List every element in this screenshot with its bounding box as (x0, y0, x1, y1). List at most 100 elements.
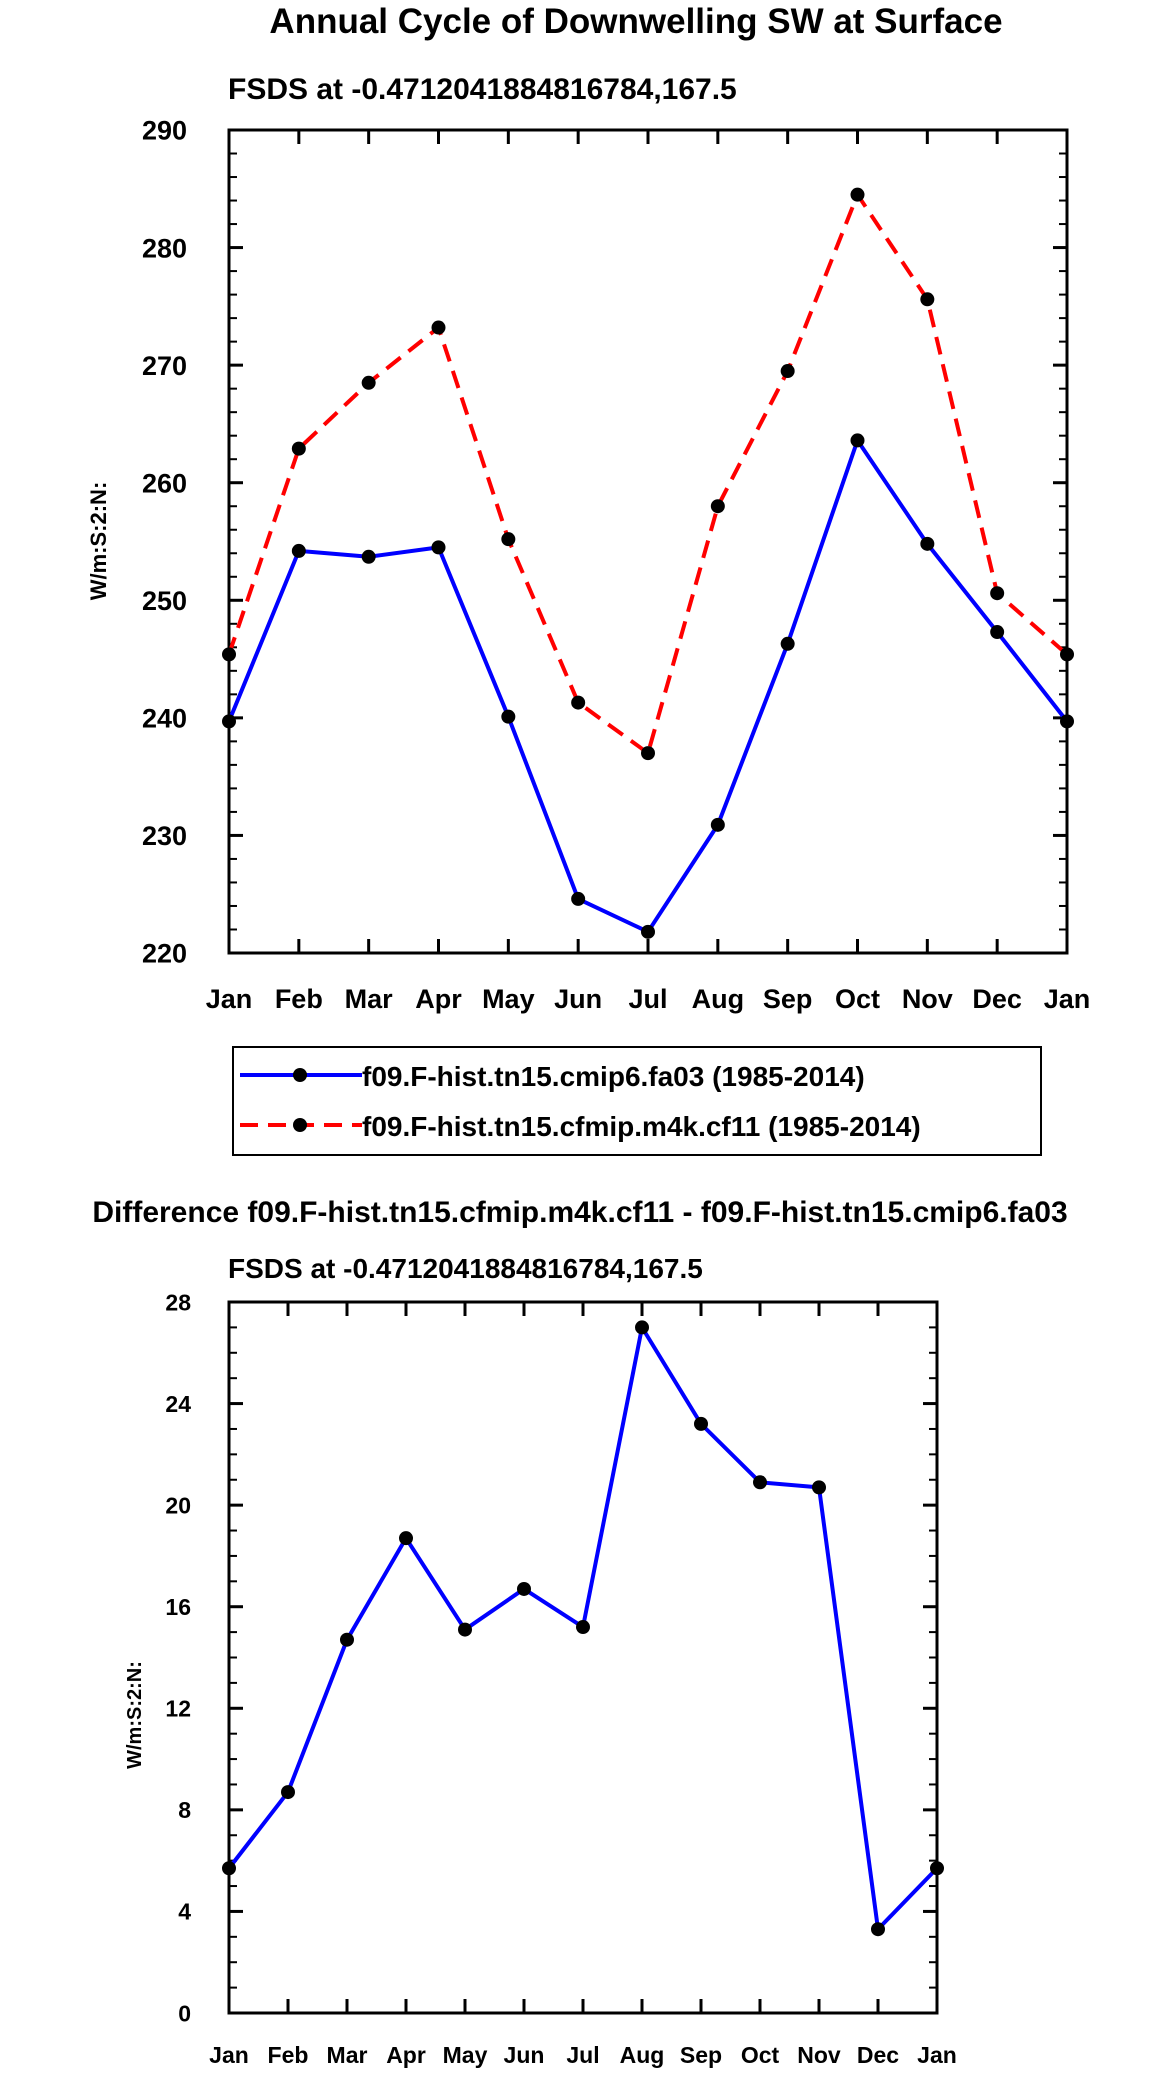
chart1-title: Annual Cycle of Downwelling SW at Surfac… (269, 2, 1002, 41)
c2-y-tick-label: 4 (178, 1899, 191, 1925)
chart2-axes: Jan Feb Mar Apr May Jun Jul Aug Sep Oct Nov Dec Jan 0… (165, 1289, 956, 2068)
c1-series-2-point (222, 647, 236, 662)
chart2-subtitle: FSDS at -0.4712041884816784,167.5 (228, 1253, 703, 1284)
chart2-plot (222, 1320, 944, 1937)
chart1-axes: Jan Feb Mar Apr May Jun Jul Aug Sep Oct Nov Dec Jan 2… (142, 116, 1090, 1014)
c1-series-1-point (501, 709, 516, 724)
c1-series-2-point (571, 695, 586, 710)
c1-series-2-point (431, 320, 446, 335)
c2-series-1-point (576, 1620, 590, 1635)
c1-series-1-point (361, 549, 376, 564)
c1-series-1-point (1060, 714, 1074, 729)
c1-y-tick-label: 230 (142, 821, 187, 851)
legend: f09.F-hist.tn15.cmip6.fa03 (1985-2014) f… (232, 1046, 1042, 1156)
c1-series-1-point (710, 817, 725, 832)
legend-marker-series-1 (293, 1068, 307, 1082)
c1-x-tick-label: Jan (206, 984, 253, 1014)
c1-x-tick-label: Mar (345, 984, 394, 1014)
c2-x-tick-label: Nov (797, 2042, 841, 2068)
c2-x-tick-label: May (443, 2042, 488, 2068)
c2-series-1-point (517, 1581, 531, 1596)
c1-series-2-point (291, 441, 306, 456)
c1-y-tick-label: 290 (142, 116, 187, 146)
c1-series-1-point (222, 714, 236, 729)
c2-series-1-point (340, 1632, 354, 1647)
c2-series-1-point (399, 1531, 413, 1546)
c1-y-tick-label: 260 (142, 468, 187, 498)
c2-x-tick-label: Dec (857, 2042, 899, 2068)
c1-series-1-point (990, 625, 1005, 640)
legend-label-series-2: f09.F-hist.tn15.cfmip.m4k.cf11 (1985-201… (362, 1111, 921, 1142)
c1-x-tick-label: Jan (1044, 984, 1091, 1014)
legend-marker-series-2 (293, 1118, 307, 1132)
c1-series-2-point (501, 532, 516, 547)
c2-y-tick-label: 8 (178, 1797, 191, 1823)
c1-series-1-line (227, 438, 1069, 934)
c1-series-1-point (431, 540, 446, 555)
c2-series-1-point (753, 1475, 767, 1490)
c2-y-tick-label: 12 (165, 1696, 191, 1722)
c2-series-1-point (812, 1480, 826, 1495)
c1-y-tick-label: 280 (142, 233, 187, 263)
chart2-ylabel: W/m:S:2:N: (124, 1661, 146, 1769)
c2-x-tick-label: Oct (741, 2042, 780, 2068)
c2-series-1-point (635, 1320, 649, 1335)
c1-x-tick-label: Feb (275, 984, 323, 1014)
c2-x-tick-label: Sep (680, 2042, 722, 2068)
c1-series-2-line (227, 192, 1069, 756)
c2-y-tick-label: 0 (178, 2000, 191, 2026)
c1-y-tick-label: 240 (142, 704, 187, 734)
c1-series-2-point (920, 292, 935, 307)
legend-label-series-1: f09.F-hist.tn15.cmip6.fa03 (1985-2014) (362, 1061, 865, 1092)
c2-x-tick-label: Jan (917, 2042, 957, 2068)
c1-series-2-point (850, 187, 865, 202)
c1-series-2-point (710, 499, 725, 514)
c2-y-tick-label: 16 (165, 1594, 191, 1620)
c2-x-tick-label: Aug (620, 2042, 665, 2068)
c1-series-1-point (780, 636, 795, 651)
c1-x-tick-label: Jul (628, 984, 667, 1014)
c2-series-1-point (694, 1416, 708, 1431)
c1-series-2-point (641, 746, 655, 761)
c2-x-tick-label: Jul (566, 2042, 599, 2068)
c1-series-2-point (990, 586, 1005, 601)
c2-series-1-point (871, 1922, 885, 1937)
chart2-title: Difference f09.F-hist.tn15.cfmip.m4k.cf1… (92, 1196, 1067, 1229)
c1-series-1-point (641, 924, 655, 939)
c1-y-tick-label: 270 (142, 351, 187, 381)
c1-x-tick-label: Nov (902, 984, 953, 1014)
c2-x-tick-label: Jan (209, 2042, 249, 2068)
chart1-plot (222, 187, 1074, 939)
c2-plot-frame (227, 1300, 939, 2015)
c2-series-1-point (281, 1785, 295, 1800)
chart1-ylabel: W/m:S:2:N: (86, 482, 111, 601)
c2-x-tick-label: Apr (386, 2042, 426, 2068)
c1-x-tick-label: Oct (835, 984, 880, 1014)
c2-x-tick-label: Mar (327, 2042, 368, 2068)
c1-y-tick-label: 220 (142, 939, 187, 969)
c1-series-1-point (850, 433, 865, 448)
c2-x-tick-label: Feb (268, 2042, 309, 2068)
c1-series-2-point (361, 375, 376, 390)
c1-x-tick-label: Dec (972, 984, 1022, 1014)
c1-series-2-point (1060, 647, 1074, 662)
c1-x-tick-label: Jun (554, 984, 602, 1014)
c2-x-tick-label: Jun (504, 2042, 545, 2068)
c2-series-1-point (930, 1861, 944, 1876)
c1-y-tick-label: 250 (142, 586, 187, 616)
c2-y-tick-label: 20 (165, 1492, 191, 1518)
legend-box (232, 1046, 1042, 1156)
c2-series-1-point (222, 1861, 236, 1876)
chart1-subtitle: FSDS at -0.4712041884816784,167.5 (228, 73, 737, 106)
c1-x-tick-label: Apr (415, 984, 462, 1014)
c1-x-tick-label: Aug (692, 984, 744, 1014)
c2-y-tick-label: 24 (165, 1391, 191, 1417)
c1-x-tick-label: May (482, 984, 535, 1014)
c1-series-1-point (571, 891, 586, 906)
c1-series-1-point (291, 543, 306, 558)
c1-plot-frame (227, 128, 1069, 955)
c2-y-tick-label: 28 (165, 1289, 191, 1315)
c1-series-2-point (780, 364, 795, 379)
c1-x-tick-label: Sep (763, 984, 813, 1014)
